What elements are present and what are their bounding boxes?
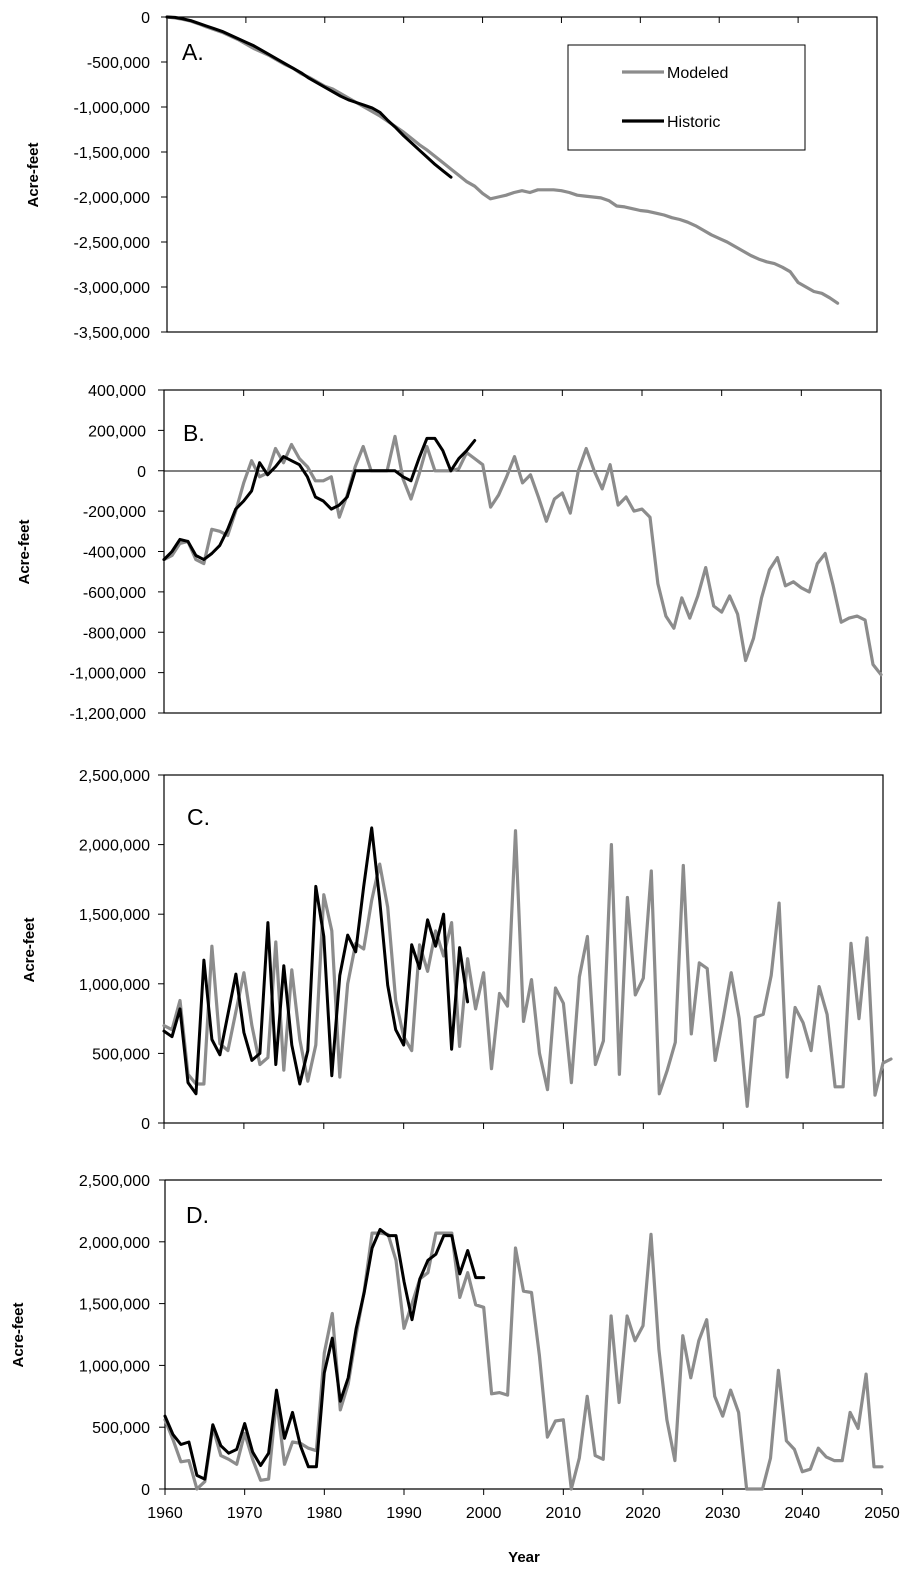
y-tick-label: 0 — [141, 10, 150, 27]
y-tick-label: 1,500,000 — [79, 1297, 150, 1314]
y-tick-label: -800,000 — [83, 625, 146, 642]
series-line-historic — [162, 826, 470, 1096]
panel-d-series — [163, 1227, 884, 1491]
series-line-historic — [165, 15, 453, 179]
x-tick-label: 2030 — [705, 1505, 741, 1522]
panel-b-y-axis-title: Acre-feet — [16, 519, 33, 584]
panel-d-y-ticks: 2,500,000 2,000,000 1,500,000 1,000,000 500,… — [79, 1173, 165, 1499]
panel-a-y-axis-title: Acre-feet — [25, 142, 42, 207]
series-line-modeled — [163, 1231, 884, 1491]
y-tick-label: -2,000,000 — [73, 190, 150, 207]
y-tick-label: -2,500,000 — [73, 235, 150, 252]
panel-d-y-axis-title: Acre-feet — [10, 1302, 27, 1367]
x-tick-label: 2010 — [546, 1505, 582, 1522]
x-tick-label: 1960 — [147, 1505, 183, 1522]
y-tick-label: -1,200,000 — [69, 706, 146, 723]
y-tick-label: 500,000 — [92, 1046, 150, 1063]
y-tick-label: -500,000 — [87, 55, 150, 72]
panel-b-x-ticks — [163, 390, 882, 396]
y-tick-label: -1,000,000 — [69, 666, 146, 683]
y-tick-label: -3,500,000 — [73, 325, 150, 342]
panel-a-label: A. — [182, 39, 204, 65]
legend-label-modeled: Modeled — [667, 65, 728, 82]
series-line-historic — [163, 1227, 486, 1481]
panel-b-plot-frame — [163, 389, 882, 714]
y-tick-label: -200,000 — [83, 504, 146, 521]
x-tick-label: 1980 — [307, 1505, 343, 1522]
panel-c-y-axis-title: Acre-feet — [21, 917, 38, 982]
x-axis-title: Year — [508, 1549, 540, 1566]
panel-b-y-ticks: 400,000 200,000 0 -200,000 -400,000 -600,000 -… — [69, 383, 164, 723]
series-line-modeled — [162, 434, 883, 677]
y-tick-label: 1,000,000 — [79, 1358, 150, 1375]
x-tick-label: 2050 — [864, 1505, 900, 1522]
y-tick-label: 0 — [137, 464, 146, 481]
y-tick-label: 1,000,000 — [79, 977, 150, 994]
legend: Modeled Historic — [567, 44, 806, 151]
y-tick-label: 0 — [141, 1482, 150, 1499]
y-tick-label: 2,000,000 — [79, 1235, 150, 1252]
legend-box — [567, 44, 806, 151]
y-tick-label: -600,000 — [83, 585, 146, 602]
panel-a-plot-frame — [166, 16, 878, 333]
panel-d-x-ticks: 1960 1970 1980 1990 2000 2010 2020 2030 2040 2050 — [147, 1489, 900, 1522]
y-tick-label: 1,500,000 — [79, 907, 150, 924]
y-tick-label: -1,000,000 — [73, 100, 150, 117]
y-tick-label: 2,500,000 — [79, 768, 150, 785]
panel-d-label: D. — [186, 1202, 209, 1228]
y-tick-label: 2,500,000 — [79, 1173, 150, 1190]
panel-c-y-ticks: 2,500,000 2,000,000 1,500,000 1,000,000 500,… — [79, 768, 164, 1133]
x-tick-label: 2020 — [625, 1505, 661, 1522]
y-tick-label: 0 — [141, 1116, 150, 1133]
panel-c-series — [162, 826, 893, 1108]
panel-a-series — [165, 15, 840, 305]
x-tick-label: 2000 — [466, 1505, 502, 1522]
panel-c: 2,500,000 2,000,000 1,500,000 1,000,000 500,… — [21, 768, 893, 1133]
panel-a-x-ticks — [166, 17, 878, 23]
legend-label-historic: Historic — [667, 114, 720, 131]
y-tick-label: -3,000,000 — [73, 280, 150, 297]
panel-c-x-ticks — [163, 1123, 884, 1129]
x-tick-label: 2040 — [785, 1505, 821, 1522]
panel-a-y-ticks: 0 -500,000 -1,000,000 -1,500,000 -2,000,000 -… — [73, 10, 167, 342]
x-tick-label: 1990 — [386, 1505, 422, 1522]
y-tick-label: 500,000 — [92, 1420, 150, 1437]
panel-d: 2,500,000 2,000,000 1,500,000 1,000,000 500,… — [10, 1173, 900, 1566]
panel-c-label: C. — [187, 804, 210, 830]
series-line-historic — [162, 436, 477, 562]
y-tick-label: -400,000 — [83, 545, 146, 562]
y-tick-label: 200,000 — [88, 423, 146, 440]
y-tick-label: -1,500,000 — [73, 145, 150, 162]
panel-c-plot-frame — [163, 774, 884, 1124]
y-tick-label: 400,000 — [88, 383, 146, 400]
panel-b-series — [162, 434, 883, 677]
panel-b-label: B. — [183, 420, 205, 446]
y-tick-label: 2,000,000 — [79, 838, 150, 855]
panel-b: 400,000 200,000 0 -200,000 -400,000 -600,000 -… — [16, 383, 883, 723]
series-line-modeled — [162, 829, 893, 1108]
x-tick-label: 1970 — [227, 1505, 263, 1522]
panel-a: 0 -500,000 -1,000,000 -1,500,000 -2,000,000 -… — [25, 10, 878, 342]
